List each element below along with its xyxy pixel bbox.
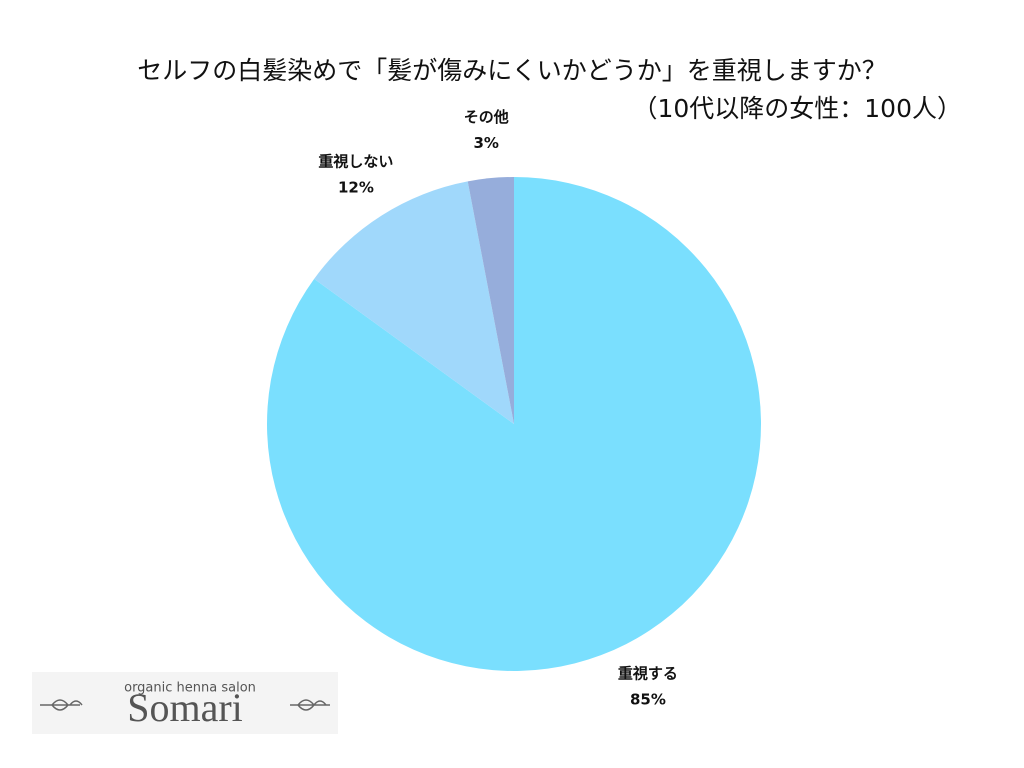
logo-tagline: organic henna salon (124, 681, 256, 696)
pie-slice (314, 181, 514, 424)
slice-value-label: 3% (474, 134, 499, 152)
logo-ornament (290, 699, 330, 711)
slice-value-label: 12% (338, 178, 374, 196)
pie-slice (467, 177, 514, 424)
logo-ornament (40, 699, 83, 711)
slice-category: 重視する (618, 664, 678, 682)
logo-name: Somari (127, 685, 243, 730)
logo: organic henna salon Somari (32, 672, 338, 734)
slice-category: 重視しない (318, 152, 393, 170)
logo-box (32, 672, 338, 734)
chart-title: セルフの白髪染めで「髪が傷みにくいかどうか」を重視しますか？ (137, 56, 887, 85)
slice-category: その他 (464, 108, 509, 126)
chart-subtitle: （10代以降の女性：100人） (632, 94, 962, 123)
slice-value-label: 85% (630, 690, 666, 708)
